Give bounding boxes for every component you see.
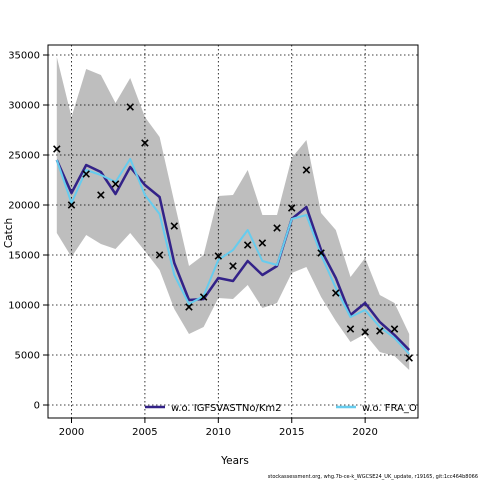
y-tick-label: 10000 [8,301,40,312]
y-tick-label: 25000 [8,151,40,162]
observed-point [273,224,281,232]
y-tick-label: 20000 [8,201,40,212]
observed-point [170,222,179,230]
observed-point [361,328,369,336]
observed-point [243,241,252,249]
legend-label-series-2: w.o. FRA_O [362,403,417,414]
y-tick-label: 30000 [8,101,40,112]
observed-point [185,303,193,311]
observed-point [53,145,61,153]
observed-point [332,289,340,297]
observed-point [229,262,237,270]
y-tick-label: 15000 [8,251,40,262]
plot-frame [47,44,419,419]
observed-point [317,249,325,257]
x-tick-label: 2020 [352,427,377,438]
y-tick-label: 0 [34,401,40,412]
y-axis-title: Catch [3,218,15,248]
observed-point [376,327,384,335]
observed-point [258,239,267,247]
observed-point [111,180,120,188]
observed-point [405,354,413,362]
y-tick-label: 5000 [15,351,40,362]
footer-text: stockassessment.org, whg.7b-ce-k_WGCSE24… [268,474,478,480]
observed-point [199,293,208,301]
observed-point [390,325,399,333]
x-tick-label: 2005 [132,427,157,438]
axes-layer: 2000 2005 2010 2015 2020 0 5000 10000 15000 20000… [8,44,419,438]
plot-layer [48,45,418,418]
observed-point [302,166,311,174]
observed-point [126,103,134,111]
observed-point [141,139,149,147]
observed-point [346,325,355,333]
legend-label-series-1: w.o. IGFSVASTNo/Km2 [171,403,282,414]
x-axis-title: Years [220,455,249,467]
series-line-2 [55,158,410,355]
x-tick-label: 2010 [206,427,231,438]
observed-point [214,252,223,260]
confidence-band [56,57,410,370]
observed-point [67,201,76,209]
x-tick-label: 2000 [59,427,84,438]
legend: w.o. IGFSVASTNo/Km2 w.o. FRA_O [145,403,417,414]
observed-point [97,191,105,199]
observed-point [82,170,90,178]
x-tick-label: 2015 [279,427,304,438]
observed-point [287,204,296,212]
y-tick-label: 35000 [8,51,40,62]
observed-point [155,251,164,259]
